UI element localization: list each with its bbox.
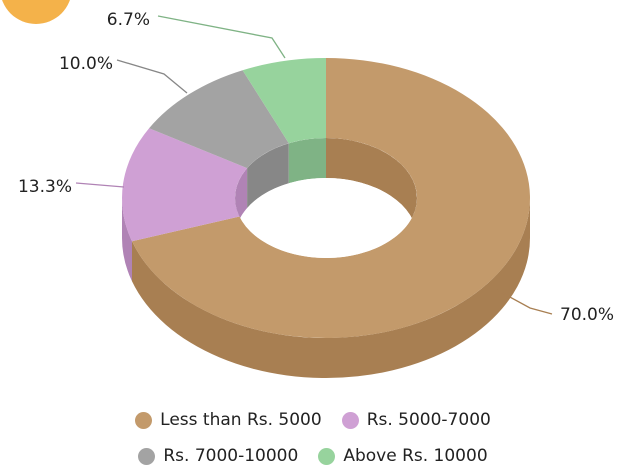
leader-line [496, 289, 553, 315]
legend-row: Less than Rs. 5000 Rs. 5000-7000 [0, 402, 626, 438]
legend-label: Rs. 5000-7000 [366, 410, 491, 430]
leader-line [75, 182, 125, 188]
slice-inner-wall [288, 138, 326, 184]
legend-item-5000-7000: Rs. 5000-7000 [341, 410, 491, 430]
slice-labels: 70.0% 13.3% 10.0% 6.7% [18, 10, 614, 325]
slice-inner-wall [326, 138, 417, 238]
legend-item-7000-10000: Rs. 7000-10000 [138, 446, 298, 466]
legend-swatch [138, 447, 156, 465]
inner-wall [235, 138, 417, 238]
slice-3 [242, 57, 326, 144]
legend-swatch [341, 411, 359, 429]
slice-2 [149, 70, 289, 169]
slice-1 [122, 128, 248, 242]
slice-label: 6.7% [107, 10, 150, 30]
leader-line [157, 15, 286, 59]
donut-slices [122, 57, 530, 338]
slice-inner-wall [247, 143, 289, 209]
slice-side [122, 198, 132, 282]
legend-swatch [318, 447, 336, 465]
legend-row: Rs. 7000-10000 Above Rs. 10000 [0, 438, 626, 474]
slice-0 [132, 58, 530, 338]
legend-label: Above Rs. 10000 [343, 446, 488, 466]
legend-swatch [135, 411, 153, 429]
corner-badge [2, 0, 70, 24]
donut-depth [122, 198, 530, 379]
legend-item-above-10000: Above Rs. 10000 [318, 446, 488, 466]
leader-line [116, 59, 188, 94]
legend-label: Less than Rs. 5000 [160, 410, 322, 430]
legend-item-less-than-5000: Less than Rs. 5000 [135, 410, 322, 430]
slice-label: 70.0% [560, 305, 614, 325]
donut-hole [235, 178, 417, 258]
slice-side [132, 198, 530, 379]
legend-label: Rs. 7000-10000 [163, 446, 299, 466]
donut-chart: 70.0% 13.3% 10.0% 6.7% [2, 0, 614, 379]
slice-label: 13.3% [18, 177, 72, 197]
slice-label: 10.0% [59, 54, 113, 74]
chart-legend: Less than Rs. 5000 Rs. 5000-7000 Rs. 700… [0, 402, 626, 474]
